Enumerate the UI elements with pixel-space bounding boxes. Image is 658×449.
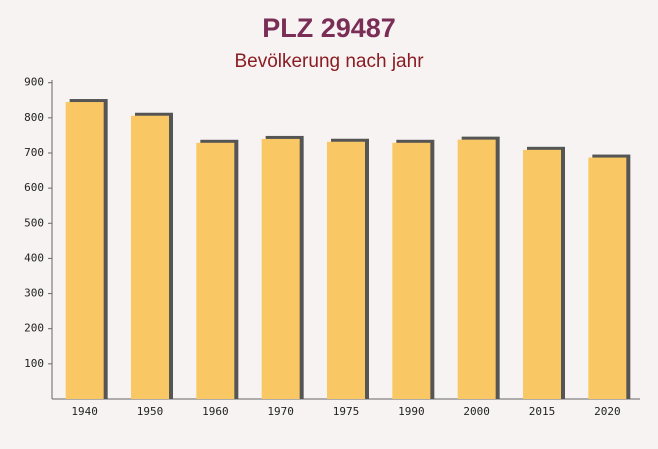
chart-title: PLZ 29487 [262, 13, 396, 43]
x-tick-label: 2000 [463, 405, 490, 418]
bar [523, 149, 561, 399]
y-tick-label: 400 [24, 251, 44, 264]
y-tick-label: 800 [24, 111, 44, 124]
x-tick-label: 2015 [529, 405, 556, 418]
y-tick-label: 600 [24, 181, 44, 194]
x-tick-label: 1950 [137, 405, 164, 418]
x-tick-label: 1990 [398, 405, 425, 418]
x-tick-label: 1970 [267, 405, 294, 418]
bar [196, 142, 235, 399]
bar [457, 139, 496, 399]
bar [588, 157, 627, 399]
y-tick-label: 900 [24, 76, 44, 89]
y-tick-label: 100 [24, 357, 44, 370]
bar [327, 141, 365, 399]
x-tick-label: 1975 [333, 405, 360, 418]
y-tick-label: 500 [24, 216, 44, 229]
bar [131, 115, 169, 399]
chart-subtitle: Bevölkerung nach jahr [234, 51, 424, 72]
y-tick-label: 200 [24, 322, 44, 335]
x-tick-label: 2020 [594, 405, 621, 418]
bar [261, 138, 300, 400]
x-tick-label: 1940 [71, 405, 98, 418]
bar [392, 142, 431, 399]
y-tick-label: 700 [24, 146, 44, 159]
y-tick-label: 300 [24, 287, 44, 300]
bar [65, 102, 104, 399]
x-tick-label: 1960 [202, 405, 229, 418]
